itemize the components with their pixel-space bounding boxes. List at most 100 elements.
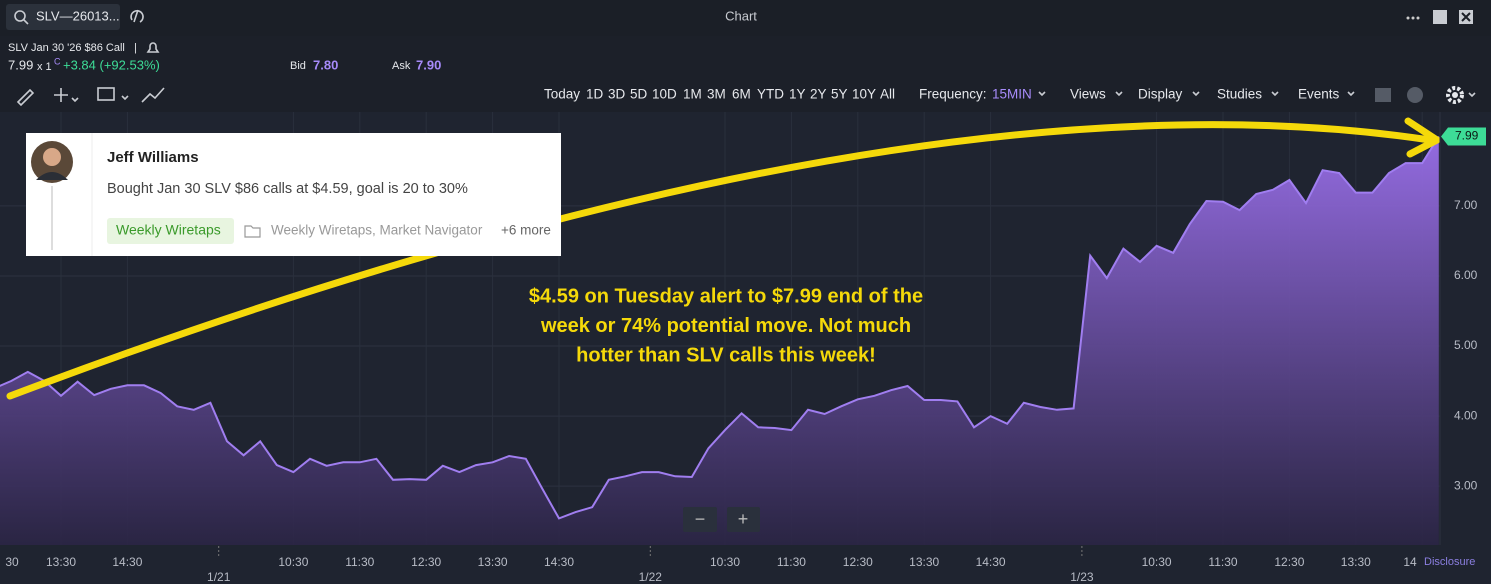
range-button[interactable]: 10D <box>652 87 677 102</box>
price-line <box>0 135 1440 520</box>
chevron <box>1192 91 1200 97</box>
annotation-text: $4.59 on Tuesday alert to $7.99 end of t… <box>529 285 923 307</box>
search-icon <box>14 10 26 22</box>
top-bar <box>0 0 1491 36</box>
range-button[interactable]: 10Y <box>852 87 876 102</box>
annotation-text: hotter than SLV calls this week! <box>576 344 876 366</box>
range-button[interactable]: Today <box>544 87 580 102</box>
y-tick-label: 6.00 <box>1454 268 1478 282</box>
x-tick-label: 10:30 <box>278 555 308 569</box>
range-button[interactable]: 5D <box>630 87 648 102</box>
zoom-out[interactable]: − <box>695 509 706 529</box>
post-card[interactable] <box>26 133 561 256</box>
author: Jeff Williams <box>107 149 199 166</box>
annotation: $4.59 on Tuesday alert to $7.99 end of t… <box>529 285 923 366</box>
x-tick-label: 11:30 <box>1208 555 1237 569</box>
menu[interactable]: Studies <box>1217 87 1262 102</box>
disclosure[interactable]: Disclosure <box>1424 556 1475 568</box>
chevron <box>1038 91 1046 97</box>
bid-label: Bid <box>290 60 306 72</box>
area-fill <box>0 136 1439 545</box>
menu[interactable]: Events <box>1298 87 1340 102</box>
x-tick-label: 10:30 <box>710 555 740 569</box>
search-icon <box>23 19 29 25</box>
x-tick-label: 10:30 <box>1142 555 1172 569</box>
y-tick-label: 3.00 <box>1454 478 1478 492</box>
disclosure-box <box>1421 552 1491 572</box>
range-button[interactable]: 1Y <box>789 87 806 102</box>
x-tick-label: 12:30 <box>1274 555 1304 569</box>
menu[interactable]: Display <box>1138 87 1183 102</box>
ask: 7.90 <box>416 57 441 72</box>
frequency[interactable]: 15MIN <box>992 87 1032 102</box>
y-tick-label: 7.00 <box>1454 198 1478 212</box>
alert-icon[interactable] <box>146 42 160 53</box>
search-text: SLV—26013... <box>36 8 120 23</box>
last-price-badge <box>1441 127 1486 146</box>
x-tick-label: 13:30 <box>478 555 508 569</box>
frequency-label: Frequency: <box>919 87 987 102</box>
x-tick-label: 13:30 <box>1341 555 1371 569</box>
range-button[interactable]: YTD <box>757 87 784 102</box>
quote-area <box>0 36 1491 112</box>
ask-label: Ask <box>392 60 411 72</box>
symbol: SLV Jan 30 '26 $86 Call <box>8 42 125 54</box>
range-button[interactable]: 2Y <box>810 87 827 102</box>
link-icon[interactable] <box>130 9 144 23</box>
folders: Weekly Wiretaps, Market Navigator <box>271 223 483 238</box>
last-price: 7.99 <box>8 57 33 72</box>
zoom-out-button[interactable] <box>683 507 717 532</box>
range-button[interactable]: 1D <box>586 87 604 102</box>
x-tick-label: 12:30 <box>843 555 873 569</box>
range-button[interactable]: 3D <box>608 87 626 102</box>
change: +3.84 (+92.53%) <box>63 57 160 72</box>
x-tick-label: 14:30 <box>976 555 1006 569</box>
x-tick-label: 11:30 <box>345 555 374 569</box>
separator: | <box>134 42 137 54</box>
search-box[interactable] <box>6 4 120 30</box>
range-button[interactable]: 1M <box>683 87 702 102</box>
bid: 7.80 <box>313 57 338 72</box>
x-tick-label: 14:30 <box>112 555 142 569</box>
range-button[interactable]: 6M <box>732 87 751 102</box>
toolbar-icons[interactable] <box>1375 86 1476 104</box>
x-tick-label: 14 <box>1403 555 1417 569</box>
x-tick-label: 12:30 <box>411 555 441 569</box>
plot <box>0 112 1440 545</box>
window-controls[interactable] <box>1406 10 1474 24</box>
y-tick-label: 5.00 <box>1454 338 1478 352</box>
range-button[interactable]: All <box>880 87 895 102</box>
last-price-label: 7.99 <box>1455 129 1479 143</box>
range-button[interactable]: 3M <box>707 87 726 102</box>
chevron <box>1115 91 1123 97</box>
range-button[interactable]: 5Y <box>831 87 848 102</box>
y-tick-label: 4.00 <box>1454 408 1478 422</box>
size: x 1 <box>37 61 52 73</box>
x-tick-label: 30 <box>5 555 19 569</box>
chevron <box>1271 91 1279 97</box>
chevron <box>1347 91 1355 97</box>
more-link[interactable]: +6 more <box>501 223 551 238</box>
day-label: 1/22 <box>639 570 663 584</box>
menu[interactable]: Views <box>1070 87 1106 102</box>
drawing-tools[interactable] <box>16 87 165 107</box>
x-tick-label: 13:30 <box>909 555 939 569</box>
x-tick-label: 14:30 <box>544 555 574 569</box>
zoom-in-button[interactable] <box>727 507 760 532</box>
day-label: 1/23 <box>1070 570 1094 584</box>
day-label: 1/21 <box>207 570 231 584</box>
zoom-in[interactable]: + <box>738 509 749 529</box>
toolbar: Today 1D 3D 5D 10D 1M 3M 6M YTD 1Y 2Y 5Y 10Y All Frequ… <box>544 87 1355 102</box>
annotation-text: week or 74% potential move. Not much <box>540 315 911 337</box>
annotation-arrowhead <box>1404 117 1441 158</box>
axes: 3.00 4.00 5.00 6.00 7.00 30 13:30 14:30 1/21 10:3… <box>5 112 1486 584</box>
tag[interactable]: Weekly Wiretaps <box>116 222 221 238</box>
window-title: Chart <box>725 8 757 23</box>
message: Bought Jan 30 SLV $86 calls at $4.59, go… <box>107 181 468 197</box>
x-tick-label: 11:30 <box>777 555 806 569</box>
x-tick-label: 13:30 <box>46 555 76 569</box>
annotation-arrow <box>6 121 1434 400</box>
flag: C <box>54 56 61 66</box>
